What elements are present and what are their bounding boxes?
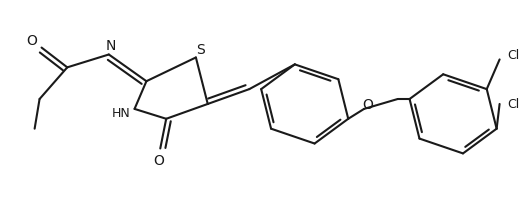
Text: S: S bbox=[197, 42, 205, 56]
Text: O: O bbox=[153, 154, 164, 168]
Text: HN: HN bbox=[111, 107, 130, 120]
Text: O: O bbox=[362, 97, 373, 111]
Text: Cl: Cl bbox=[508, 98, 520, 111]
Text: O: O bbox=[26, 33, 37, 47]
Text: N: N bbox=[106, 38, 116, 52]
Text: Cl: Cl bbox=[508, 49, 520, 62]
